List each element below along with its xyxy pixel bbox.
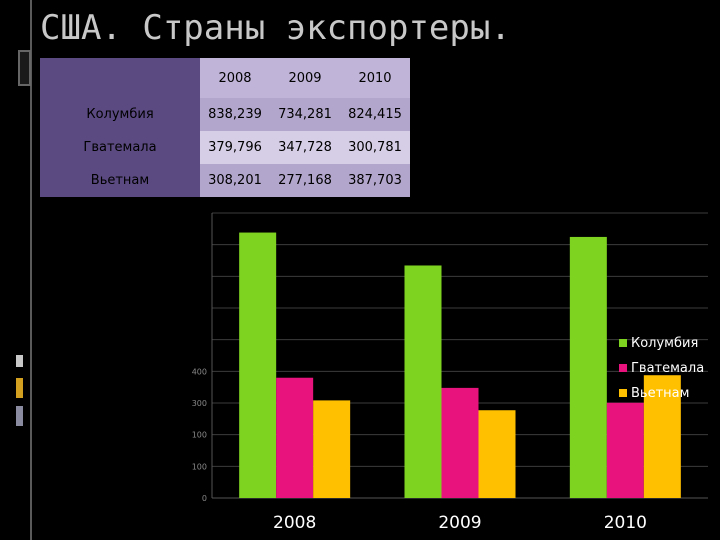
side-mark-decoration	[16, 378, 23, 398]
column-header: 2010	[340, 58, 410, 98]
row-label: Колумбия	[40, 98, 200, 131]
table-row: Колумбия 838,239 734,281 824,415	[40, 98, 410, 131]
side-rule-decoration	[30, 0, 32, 540]
table-cell: 734,281	[270, 98, 340, 131]
table-cell: 387,703	[340, 164, 410, 197]
y-tick-label: 100	[192, 431, 207, 440]
x-tick-label: 2009	[438, 513, 481, 533]
table-corner-cell	[40, 58, 200, 98]
slide-title: США. Страны экспортеры.	[40, 8, 511, 48]
data-table: 2008 2009 2010 Колумбия 838,239 734,281 …	[40, 58, 410, 197]
column-header: 2009	[270, 58, 340, 98]
bar	[606, 402, 644, 498]
bar	[478, 410, 516, 498]
bar	[313, 400, 351, 498]
side-block-decoration	[18, 50, 31, 86]
table-cell: 347,728	[270, 131, 340, 164]
row-label: Вьетнам	[40, 164, 200, 197]
y-tick-label: 300	[192, 399, 207, 408]
side-mark-decoration	[16, 355, 23, 367]
y-tick-label: 400	[192, 367, 207, 376]
legend-swatch	[619, 389, 627, 397]
table-cell: 308,201	[200, 164, 270, 197]
bar	[404, 265, 442, 498]
legend-label: Вьетнам	[631, 386, 689, 401]
y-tick-label: 100	[192, 462, 207, 471]
table-cell: 277,168	[270, 164, 340, 197]
legend-swatch	[619, 339, 627, 347]
bar	[643, 375, 681, 498]
row-label: Гватемала	[40, 131, 200, 164]
side-mark-decoration	[16, 406, 23, 426]
table-row: Гватемала 379,796 347,728 300,781	[40, 131, 410, 164]
legend-label: Колумбия	[631, 336, 698, 351]
column-header: 2008	[200, 58, 270, 98]
y-tick-label: 0	[202, 494, 207, 503]
table-cell: 838,239	[200, 98, 270, 131]
bar	[239, 232, 277, 498]
legend-swatch	[619, 364, 627, 372]
x-tick-label: 2008	[273, 513, 316, 533]
table-row: Вьетнам 308,201 277,168 387,703	[40, 164, 410, 197]
table-cell: 300,781	[340, 131, 410, 164]
table-cell: 824,415	[340, 98, 410, 131]
table-cell: 379,796	[200, 131, 270, 164]
x-tick-label: 2010	[604, 513, 647, 533]
bar	[569, 236, 607, 499]
legend-label: Гватемала	[631, 361, 704, 376]
bar	[276, 377, 314, 498]
bar	[441, 387, 479, 498]
table-header-row: 2008 2009 2010	[40, 58, 410, 98]
